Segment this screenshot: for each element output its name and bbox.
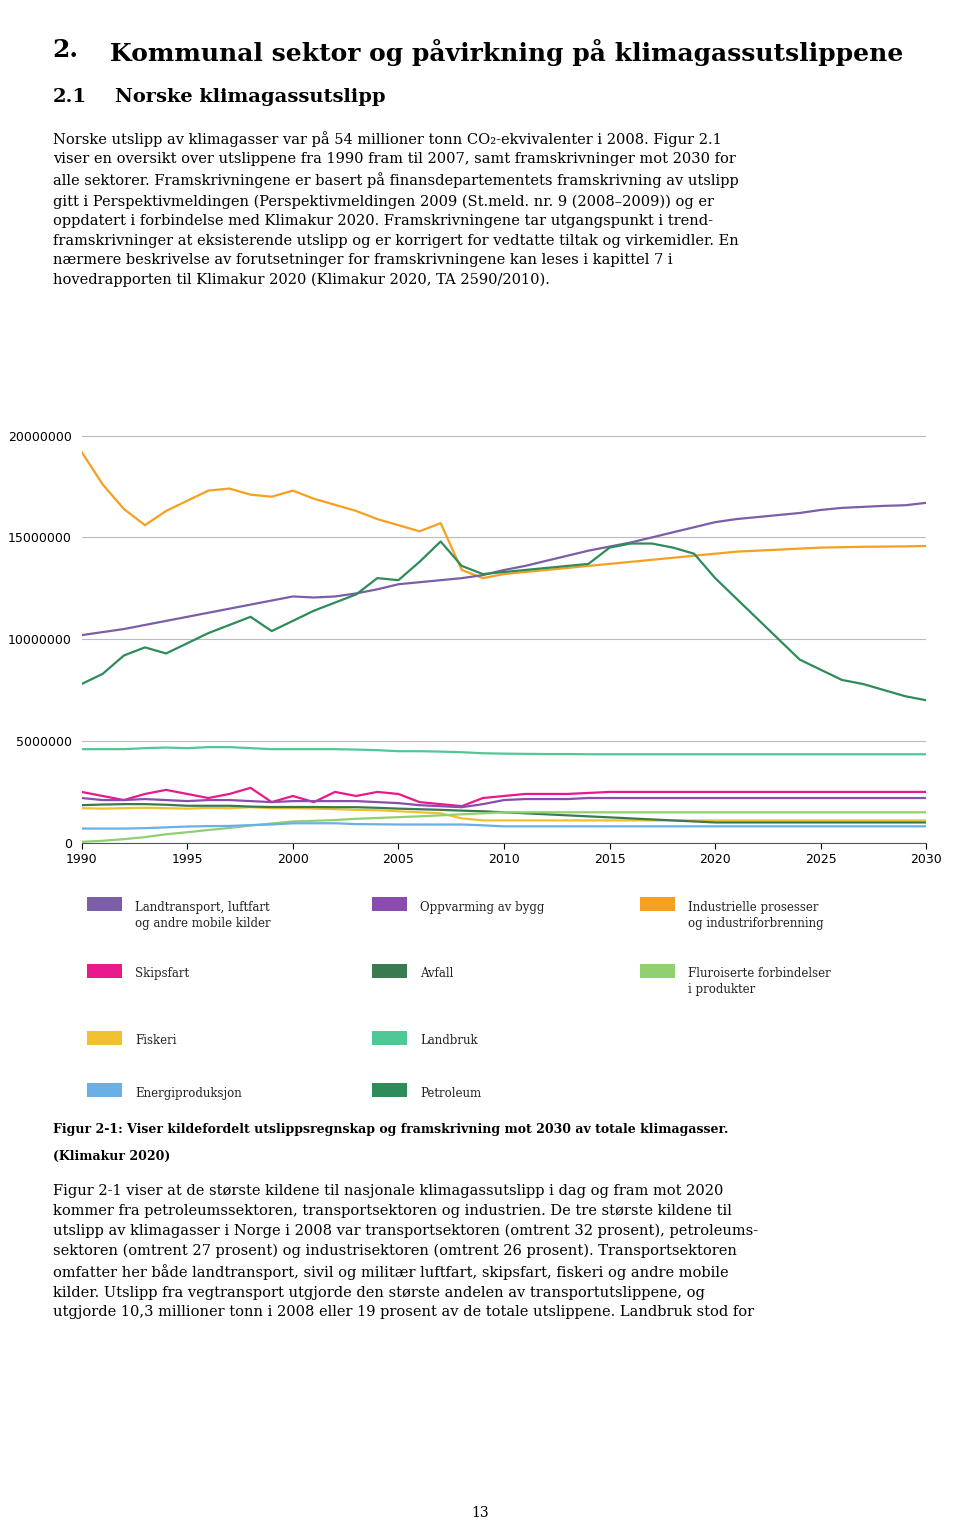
FancyBboxPatch shape [87, 964, 122, 978]
Text: Norske klimagassutslipp: Norske klimagassutslipp [115, 88, 386, 106]
Text: Oppvarming av bygg: Oppvarming av bygg [420, 901, 544, 914]
Text: Landtransport, luftfart
og andre mobile kilder: Landtransport, luftfart og andre mobile … [134, 901, 271, 929]
FancyBboxPatch shape [372, 1083, 407, 1097]
Text: Fluroiserte forbindelser
i produkter: Fluroiserte forbindelser i produkter [688, 967, 830, 997]
FancyBboxPatch shape [640, 964, 675, 978]
FancyBboxPatch shape [640, 897, 675, 912]
FancyBboxPatch shape [87, 897, 122, 912]
FancyBboxPatch shape [372, 1030, 407, 1044]
Text: Kommunal sektor og påvirkning på klimagassutslippene: Kommunal sektor og påvirkning på klimaga… [110, 38, 903, 66]
Text: Fiskeri: Fiskeri [134, 1034, 177, 1047]
Text: (Klimakur 2020): (Klimakur 2020) [53, 1150, 170, 1163]
Text: Landbruk: Landbruk [420, 1034, 478, 1047]
FancyBboxPatch shape [372, 897, 407, 912]
FancyBboxPatch shape [372, 964, 407, 978]
Text: 2.: 2. [53, 38, 79, 63]
Text: Figur 2-1: Viser kildefordelt utslippsregnskap og framskrivning mot 2030 av tota: Figur 2-1: Viser kildefordelt utslippsre… [53, 1123, 729, 1135]
Text: Norske utslipp av klimagasser var på 54 millioner tonn CO₂-ekvivalenter i 2008. : Norske utslipp av klimagasser var på 54 … [53, 131, 738, 288]
Text: 13: 13 [471, 1506, 489, 1520]
Text: Energiproduksjon: Energiproduksjon [134, 1086, 242, 1100]
Text: Figur 2-1 viser at de største kildene til nasjonale klimagassutslipp i dag og fr: Figur 2-1 viser at de største kildene ti… [53, 1184, 758, 1320]
Text: Industrielle prosesser
og industriforbrenning: Industrielle prosesser og industriforbre… [688, 901, 824, 929]
Text: Petroleum: Petroleum [420, 1086, 481, 1100]
FancyBboxPatch shape [87, 1030, 122, 1044]
FancyBboxPatch shape [87, 1083, 122, 1097]
Text: Avfall: Avfall [420, 967, 453, 980]
Text: 2.1: 2.1 [53, 88, 87, 106]
Text: Skipsfart: Skipsfart [134, 967, 189, 980]
